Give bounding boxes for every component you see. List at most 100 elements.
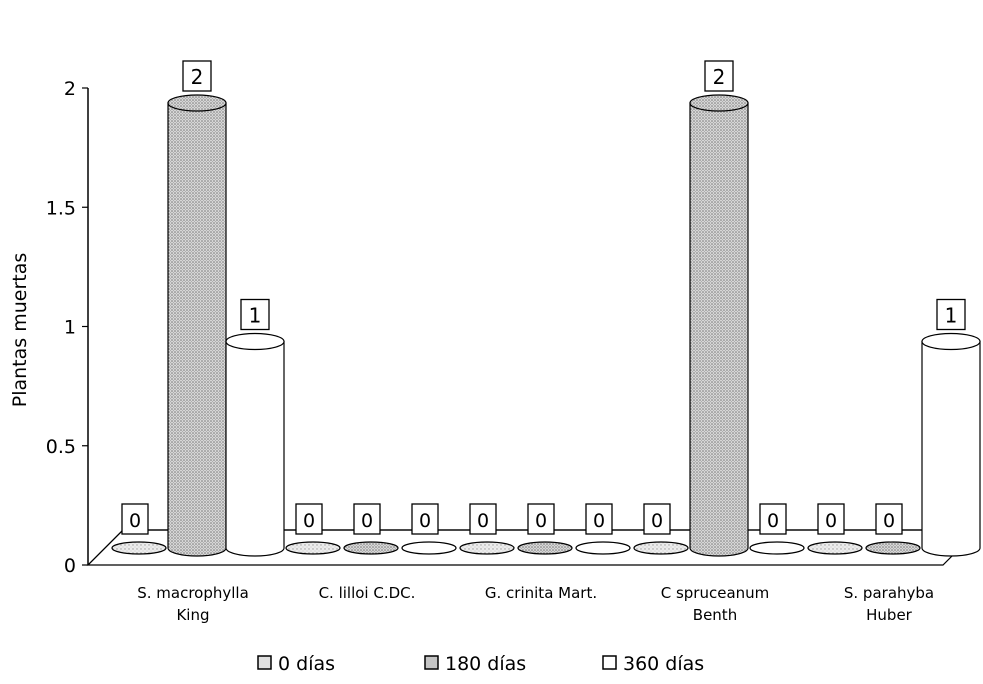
bar-top bbox=[689, 94, 749, 112]
bar-2-0: 0 bbox=[459, 503, 515, 555]
bar-zero bbox=[459, 541, 515, 555]
bar-4-2: 1 bbox=[921, 298, 981, 557]
y-tick-label: 0.5 bbox=[46, 436, 76, 458]
bar-body bbox=[167, 102, 227, 557]
floor-edge-left bbox=[87, 529, 124, 566]
chart-legend: 0 días 180 días 360 días bbox=[257, 653, 704, 675]
data-label-text: 0 bbox=[767, 510, 779, 532]
data-label-text: 0 bbox=[535, 510, 547, 532]
legend-label: 0 días bbox=[278, 653, 335, 675]
bar-0-0: 0 bbox=[111, 503, 167, 555]
y-tick-label: 2 bbox=[64, 78, 76, 100]
data-label-box bbox=[295, 503, 323, 535]
chart-bars: 0 2 1 0 0 0 0 0 0 0 2 0 0 0 1 bbox=[111, 60, 981, 557]
data-label-box bbox=[469, 503, 497, 535]
y-tick-label: 1 bbox=[64, 317, 76, 339]
bar-1-2: 0 bbox=[401, 503, 457, 555]
data-label-text: 1 bbox=[945, 304, 958, 328]
bar-3-2: 0 bbox=[749, 503, 805, 555]
data-label-box bbox=[353, 503, 381, 535]
legend-swatch bbox=[257, 655, 272, 670]
y-tick-label: 1.5 bbox=[46, 197, 76, 219]
data-label: 0 bbox=[469, 503, 497, 535]
data-label-box bbox=[411, 503, 439, 535]
data-label-box bbox=[759, 503, 787, 535]
bar-zero bbox=[401, 541, 457, 555]
data-label: 0 bbox=[817, 503, 845, 535]
data-label-box bbox=[936, 298, 966, 331]
data-label-text: 0 bbox=[129, 510, 141, 532]
bar-zero bbox=[111, 541, 167, 555]
y-axis-title: Plantas muertas bbox=[9, 253, 31, 408]
x-tick-label: C spruceanum Benth bbox=[661, 584, 770, 624]
bar-top bbox=[225, 332, 285, 351]
x-tick-label: G. crinita Mart. bbox=[485, 584, 597, 602]
bar-3-1: 2 bbox=[689, 60, 749, 557]
y-tick-label: 0 bbox=[64, 555, 76, 577]
bar-4-1: 0 bbox=[865, 503, 921, 555]
data-label-text: 0 bbox=[593, 510, 605, 532]
bar-body bbox=[689, 102, 749, 557]
data-label: 0 bbox=[121, 503, 149, 535]
data-label: 2 bbox=[704, 60, 734, 92]
bar-top bbox=[167, 94, 227, 112]
bar-zero bbox=[575, 541, 631, 555]
legend-swatch bbox=[424, 655, 439, 670]
bar-zero bbox=[749, 541, 805, 555]
bar-body bbox=[921, 340, 981, 557]
bar-zero bbox=[343, 541, 399, 555]
bar-1-1: 0 bbox=[343, 503, 399, 555]
bar-3-0: 0 bbox=[633, 503, 689, 555]
data-label-text: 0 bbox=[361, 510, 373, 532]
data-label: 0 bbox=[875, 503, 903, 535]
data-label: 0 bbox=[411, 503, 439, 535]
data-label-text: 0 bbox=[651, 510, 663, 532]
data-label: 1 bbox=[240, 298, 270, 331]
data-label-box bbox=[182, 60, 212, 92]
bar-1-0: 0 bbox=[285, 503, 341, 555]
x-tick-label: S. macrophylla King bbox=[137, 584, 249, 624]
x-tick-labels: S. macrophylla King C. lilloi C.DC. G. crin… bbox=[137, 584, 934, 624]
legend-swatch bbox=[602, 655, 617, 670]
legend-item: 0 días bbox=[257, 653, 335, 675]
data-label-box bbox=[527, 503, 555, 535]
bar-4-0: 0 bbox=[807, 503, 863, 555]
bar-2-2: 0 bbox=[575, 503, 631, 555]
data-label: 0 bbox=[353, 503, 381, 535]
bar-0-1: 2 bbox=[167, 60, 227, 557]
data-label-text: 0 bbox=[303, 510, 315, 532]
legend-label: 360 días bbox=[623, 653, 704, 675]
x-tick-label: S. parahyba Huber bbox=[844, 584, 934, 624]
x-tick-label: C. lilloi C.DC. bbox=[319, 584, 416, 602]
data-label-box bbox=[817, 503, 845, 535]
bar-body bbox=[225, 340, 285, 557]
data-label: 0 bbox=[643, 503, 671, 535]
bar-zero bbox=[807, 541, 863, 555]
y-tick-labels: 0 0.5 1 1.5 2 bbox=[46, 78, 88, 577]
bar-zero bbox=[517, 541, 573, 555]
data-label: 0 bbox=[527, 503, 555, 535]
data-label-text: 1 bbox=[249, 304, 262, 328]
data-label-box bbox=[643, 503, 671, 535]
data-label-box bbox=[121, 503, 149, 535]
data-label-text: 0 bbox=[419, 510, 431, 532]
data-label-text: 0 bbox=[825, 510, 837, 532]
bar-top bbox=[921, 332, 981, 351]
data-label-text: 2 bbox=[191, 65, 204, 89]
legend-item: 180 días bbox=[424, 653, 526, 675]
data-label-text: 0 bbox=[883, 510, 895, 532]
data-label: 0 bbox=[295, 503, 323, 535]
data-label: 0 bbox=[759, 503, 787, 535]
data-label-box bbox=[240, 298, 270, 331]
bar-2-1: 0 bbox=[517, 503, 573, 555]
legend-item: 360 días bbox=[602, 653, 704, 675]
data-label-text: 0 bbox=[477, 510, 489, 532]
data-label-box bbox=[875, 503, 903, 535]
data-label: 0 bbox=[585, 503, 613, 535]
data-label-text: 2 bbox=[713, 65, 726, 89]
bar-zero bbox=[633, 541, 689, 555]
data-label-box bbox=[585, 503, 613, 535]
bar-0-2: 1 bbox=[225, 298, 285, 557]
bar-zero bbox=[865, 541, 921, 555]
